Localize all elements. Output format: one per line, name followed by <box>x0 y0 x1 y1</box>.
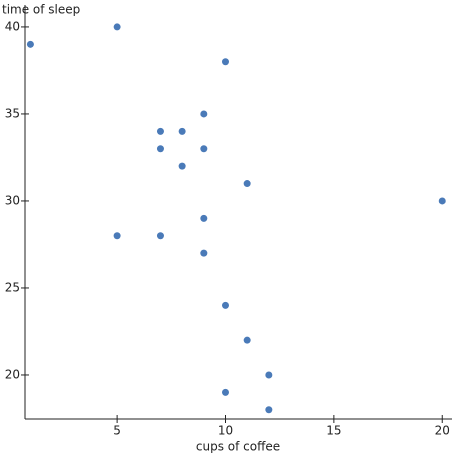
point <box>200 214 208 222</box>
point <box>156 145 164 153</box>
x-tick-label: 20 <box>435 424 450 438</box>
point <box>265 371 273 379</box>
y-axis-label: time of sleep <box>2 3 80 17</box>
x-tick-label: 10 <box>218 424 233 438</box>
x-tick-label: 15 <box>326 424 341 438</box>
point <box>113 232 121 240</box>
point <box>156 127 164 135</box>
point <box>200 145 208 153</box>
y-tick-label: 25 <box>5 280 20 294</box>
point <box>178 127 186 135</box>
y-tick-label: 40 <box>5 19 20 33</box>
point <box>438 197 446 205</box>
x-axis-label: cups of coffee <box>196 440 280 454</box>
point <box>221 58 229 66</box>
y-tick-label: 20 <box>5 367 20 381</box>
point <box>178 162 186 170</box>
y-tick-label: 35 <box>5 106 20 120</box>
point <box>113 23 121 31</box>
point <box>200 249 208 257</box>
point <box>221 388 229 396</box>
point <box>26 40 34 48</box>
y-tick-label: 30 <box>5 193 20 207</box>
point <box>265 406 273 414</box>
x-tick-label: 5 <box>113 424 121 438</box>
point <box>156 232 164 240</box>
point <box>243 180 251 188</box>
point <box>243 336 251 344</box>
point <box>221 301 229 309</box>
point <box>200 110 208 118</box>
